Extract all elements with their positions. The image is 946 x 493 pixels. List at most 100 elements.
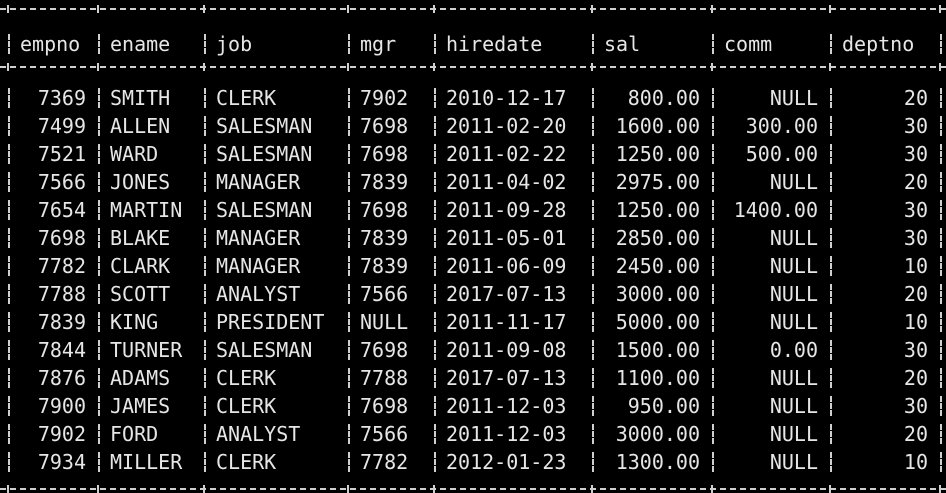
column-separator <box>592 116 594 136</box>
column-separator <box>204 396 206 416</box>
table-cell: 10 <box>903 254 928 278</box>
column-separator <box>830 284 832 304</box>
column-separator <box>98 424 100 444</box>
column-separator <box>204 172 206 192</box>
column-separator <box>592 396 594 416</box>
table-cell: 7839 <box>360 170 409 194</box>
column-separator <box>940 312 942 332</box>
column-separator <box>348 200 350 220</box>
column-separator <box>940 396 942 416</box>
table-cell: 20 <box>903 170 928 194</box>
column-header: mgr <box>360 32 397 56</box>
column-separator <box>592 144 594 164</box>
column-separator <box>940 256 942 276</box>
table-border-line <box>0 8 946 10</box>
border-junction <box>97 485 99 493</box>
column-separator <box>592 256 594 276</box>
column-separator <box>830 452 832 472</box>
table-cell: MANAGER <box>216 254 301 278</box>
border-junction <box>591 5 593 13</box>
table-cell: 500.00 <box>745 142 818 166</box>
column-separator <box>830 200 832 220</box>
border-junction <box>939 5 941 13</box>
column-separator <box>348 34 350 54</box>
column-separator <box>940 34 942 54</box>
column-separator <box>98 256 100 276</box>
column-header: deptno <box>842 32 915 56</box>
column-separator <box>592 452 594 472</box>
table-cell: 7839 <box>360 226 409 250</box>
column-separator <box>348 144 350 164</box>
border-junction <box>591 485 593 493</box>
table-row: 7876 ADAMS CLERK 7788 2017-07-13 1100.00 NULL 2… <box>0 364 946 392</box>
column-separator <box>940 88 942 108</box>
column-separator <box>830 144 832 164</box>
column-separator <box>712 228 714 248</box>
column-separator <box>8 284 10 304</box>
column-separator <box>434 116 436 136</box>
column-separator <box>592 368 594 388</box>
table-cell: FORD <box>110 422 159 446</box>
column-separator <box>98 228 100 248</box>
table-border-line <box>0 66 946 68</box>
table-cell: 7521 <box>37 142 86 166</box>
column-separator <box>940 452 942 472</box>
column-separator <box>712 172 714 192</box>
table-row: 7934 MILLER CLERK 7782 2012-01-23 1300.00 NULL… <box>0 448 946 476</box>
column-separator <box>712 312 714 332</box>
table-cell: MANAGER <box>216 226 301 250</box>
table-row: 7844 TURNER SALESMAN 7698 2011-09-08 1500.00 0… <box>0 336 946 364</box>
table-cell: JAMES <box>110 394 171 418</box>
column-separator <box>830 340 832 360</box>
column-separator <box>204 116 206 136</box>
table-cell: 10 <box>903 310 928 334</box>
column-separator <box>348 424 350 444</box>
border-junction <box>711 485 713 493</box>
table-cell: NULL <box>769 170 818 194</box>
table-row: 7566 JONES MANAGER 7839 2011-04-02 2975.00 NUL… <box>0 168 946 196</box>
column-separator <box>348 88 350 108</box>
border-junction <box>203 63 205 71</box>
table-cell: 7839 <box>360 254 409 278</box>
table-cell: NULL <box>769 226 818 250</box>
column-separator <box>8 396 10 416</box>
border-junction <box>711 63 713 71</box>
table-cell: CLARK <box>110 254 171 278</box>
border-junction <box>7 5 9 13</box>
column-separator <box>592 228 594 248</box>
table-cell: NULL <box>769 310 818 334</box>
column-separator <box>712 116 714 136</box>
column-separator <box>434 284 436 304</box>
border-junction <box>7 63 9 71</box>
column-separator <box>830 172 832 192</box>
table-cell: 1400.00 <box>733 198 818 222</box>
column-separator <box>8 88 10 108</box>
table-cell: TURNER <box>110 338 183 362</box>
table-cell: SALESMAN <box>216 142 313 166</box>
table-cell: KING <box>110 310 159 334</box>
table-row: 7369 SMITH CLERK 7902 2010-12-17 800.00 NULL 20 <box>0 84 946 112</box>
table-cell: 20 <box>903 422 928 446</box>
table-header-row: empno ename job mgr hiredate sal comm deptno <box>0 30 946 58</box>
column-separator <box>434 228 436 248</box>
table-cell: 7788 <box>360 366 409 390</box>
column-separator <box>712 284 714 304</box>
table-cell: BLAKE <box>110 226 171 250</box>
table-cell: 5000.00 <box>615 310 700 334</box>
column-header: sal <box>604 32 641 56</box>
column-header: ename <box>110 32 171 56</box>
column-separator <box>830 256 832 276</box>
table-cell: 1500.00 <box>615 338 700 362</box>
column-separator <box>712 200 714 220</box>
table-cell: 2017-07-13 <box>446 366 567 390</box>
table-cell: 7698 <box>360 338 409 362</box>
column-separator <box>712 424 714 444</box>
table-cell: 30 <box>903 142 928 166</box>
column-separator <box>830 424 832 444</box>
table-cell: 30 <box>903 338 928 362</box>
column-separator <box>712 452 714 472</box>
column-separator <box>204 88 206 108</box>
table-cell: NULL <box>769 366 818 390</box>
column-separator <box>98 200 100 220</box>
